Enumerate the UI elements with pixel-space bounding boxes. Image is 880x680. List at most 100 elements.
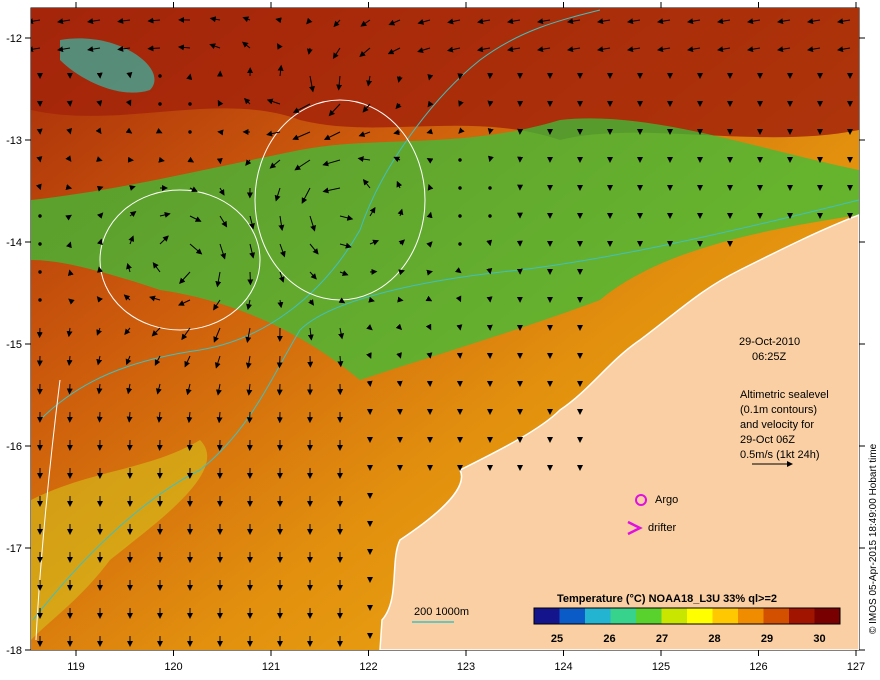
colorbar-segment: [610, 608, 637, 624]
velocity-arrow: [215, 383, 222, 396]
velocity-arrow: [57, 46, 71, 53]
velocity-arrow: [396, 352, 402, 359]
colorbar-tick-label: 28: [708, 633, 720, 645]
velocity-arrow: [687, 46, 701, 53]
velocity-dot: [158, 74, 162, 78]
velocity-arrow: [147, 45, 161, 52]
velocity-arrow: [393, 156, 401, 163]
colorbar-segment: [738, 608, 764, 624]
velocity-dot: [38, 298, 42, 302]
lon-tick-label: 123: [457, 661, 475, 673]
lat-tick-label: -16: [6, 441, 22, 453]
velocity-arrow: [362, 103, 371, 113]
velocity-arrow: [687, 18, 701, 25]
altimetry-line-5: 0.5m/s (1kt 24h): [740, 449, 819, 461]
velocity-arrow: [306, 47, 313, 55]
lat-axis: -12 -13 -14 -15 -16 -17 -18: [6, 33, 865, 657]
velocity-arrow: [159, 235, 169, 245]
colorbar-segment: [585, 608, 611, 624]
velocity-arrow: [156, 411, 163, 423]
colorbar-tick-label: 30: [813, 633, 825, 645]
velocity-arrow: [57, 18, 71, 25]
altimetry-line-2: (0.1m contours): [740, 404, 817, 416]
lon-tick-label: 127: [847, 661, 865, 673]
velocity-arrow: [181, 327, 191, 341]
velocity-arrow: [455, 267, 462, 274]
velocity-arrow: [777, 18, 791, 25]
velocity-arrow: [126, 383, 133, 395]
velocity-arrow: [96, 296, 103, 303]
velocity-arrow: [807, 18, 821, 25]
velocity-dot: [38, 214, 42, 218]
velocity-arrow: [425, 323, 432, 331]
velocity-arrow: [178, 299, 191, 306]
velocity-arrow: [96, 156, 103, 162]
velocity-arrow: [95, 127, 102, 135]
velocity-arrow: [209, 43, 221, 49]
velocity-arrow: [269, 159, 281, 169]
velocity-arrow: [128, 235, 135, 245]
velocity-arrow: [292, 103, 311, 113]
colorbar-segment: [559, 608, 586, 624]
velocity-arrow: [339, 242, 352, 249]
velocity-arrow: [366, 352, 372, 359]
velocity-arrow: [278, 271, 285, 283]
velocity-arrow: [185, 383, 192, 396]
velocity-arrow: [184, 355, 191, 368]
velocity-arrow: [66, 241, 72, 249]
velocity-arrow: [125, 355, 132, 366]
velocity-arrow: [275, 17, 282, 24]
bathy-contour-200m: [32, 199, 859, 621]
colorbar-segment: [636, 608, 662, 624]
lon-tick-label: 124: [554, 661, 572, 673]
lat-tick-label: -13: [6, 135, 22, 147]
velocity-arrow: [657, 46, 671, 53]
velocity-arrow: [278, 215, 285, 231]
cool-water-south: [31, 440, 208, 640]
colorbar: [533, 607, 841, 625]
velocity-arrow: [177, 44, 191, 51]
velocity-arrow: [241, 41, 251, 49]
velocity-arrow: [97, 212, 104, 219]
velocity-arrow: [124, 327, 131, 336]
velocity-arrows: [31, 16, 853, 647]
velocity-arrow: [218, 187, 225, 196]
velocity-arrow: [189, 243, 203, 255]
velocity-arrow: [219, 243, 227, 260]
lon-tick-label: 126: [749, 661, 767, 673]
credit-label: © IMOS 05-Apr-2015 18:49:00 Hobart time: [868, 443, 879, 634]
velocity-dot: [458, 242, 462, 246]
velocity-arrow: [360, 19, 371, 27]
velocity-arrow: [322, 159, 341, 167]
lat-tick-label: -18: [6, 645, 22, 657]
velocity-dot: [38, 270, 42, 274]
bathy-contour-1000m: [39, 9, 601, 421]
velocity-arrow: [537, 18, 551, 25]
colorbar-tick-label: 29: [761, 633, 773, 645]
velocity-arrow: [65, 214, 72, 221]
velocity-arrow: [396, 180, 403, 189]
velocity-arrow: [339, 270, 349, 276]
velocity-arrow: [87, 18, 101, 25]
velocity-arrow: [276, 355, 283, 369]
velocity-arrow: [476, 46, 491, 53]
velocity-arrow: [458, 100, 464, 107]
velocity-arrow: [245, 327, 252, 343]
date-label: 29-Oct-2010: [739, 336, 800, 348]
velocity-arrow: [398, 269, 405, 276]
velocity-arrow: [154, 355, 161, 366]
bathy-legend-label: 200 1000m: [414, 606, 469, 618]
velocity-arrow: [369, 206, 376, 217]
velocity-arrow: [336, 75, 343, 91]
velocity-arrow: [338, 297, 346, 304]
cool-water-band: [31, 118, 859, 380]
velocity-arrow: [97, 266, 103, 273]
velocity-dot: [488, 214, 492, 218]
velocity-dot: [458, 158, 462, 162]
velocity-arrow: [66, 327, 73, 338]
velocity-arrow: [129, 211, 137, 218]
velocity-arrow: [123, 294, 131, 301]
velocity-arrow: [393, 129, 401, 136]
lat-tick-label: -17: [6, 543, 22, 555]
lon-tick-label: 120: [164, 661, 182, 673]
